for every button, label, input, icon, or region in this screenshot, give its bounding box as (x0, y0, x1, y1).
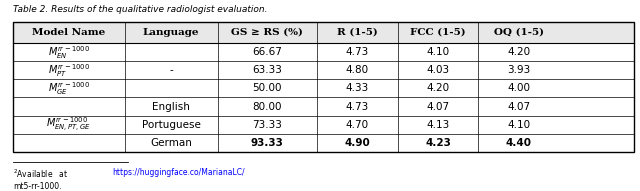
Text: 50.00: 50.00 (253, 83, 282, 93)
Text: 4.90: 4.90 (344, 138, 370, 148)
Text: 4.73: 4.73 (346, 47, 369, 57)
Text: 4.00: 4.00 (508, 83, 531, 93)
Text: 4.03: 4.03 (426, 65, 450, 75)
Text: OQ (1-5): OQ (1-5) (493, 28, 544, 37)
Text: R (1-5): R (1-5) (337, 28, 378, 37)
Text: 4.20: 4.20 (426, 83, 450, 93)
Text: 3.93: 3.93 (507, 65, 531, 75)
Text: 4.10: 4.10 (507, 120, 531, 129)
Text: $M_{EN}^{rr-1000}$: $M_{EN}^{rr-1000}$ (47, 44, 90, 61)
Text: $^2$Available   at: $^2$Available at (13, 168, 73, 180)
Text: 80.00: 80.00 (253, 101, 282, 112)
Text: 4.33: 4.33 (346, 83, 369, 93)
Text: $M_{PT}^{rr-1000}$: $M_{PT}^{rr-1000}$ (47, 62, 90, 79)
Text: 93.33: 93.33 (251, 138, 284, 148)
Text: Language: Language (143, 28, 199, 37)
Text: GS ≥ RS (%): GS ≥ RS (%) (232, 28, 303, 37)
Text: $M_{GE}^{rr-1000}$: $M_{GE}^{rr-1000}$ (47, 80, 90, 97)
Text: 4.40: 4.40 (506, 138, 532, 148)
Text: 73.33: 73.33 (252, 120, 282, 129)
Text: 4.73: 4.73 (346, 101, 369, 112)
Text: 4.13: 4.13 (426, 120, 450, 129)
Text: https://huggingface.co/MarianaLC/: https://huggingface.co/MarianaLC/ (112, 168, 244, 177)
Text: 66.67: 66.67 (252, 47, 282, 57)
Text: 4.23: 4.23 (425, 138, 451, 148)
Text: Model Name: Model Name (32, 28, 106, 37)
Text: 4.07: 4.07 (426, 101, 450, 112)
Text: Table 2. Results of the qualitative radiologist evaluation.: Table 2. Results of the qualitative radi… (13, 5, 268, 14)
Text: 63.33: 63.33 (252, 65, 282, 75)
Text: English: English (152, 101, 190, 112)
Text: FCC (1-5): FCC (1-5) (410, 28, 466, 37)
Text: 4.10: 4.10 (426, 47, 450, 57)
Text: -: - (169, 65, 173, 75)
Text: 4.70: 4.70 (346, 120, 369, 129)
Text: 4.07: 4.07 (507, 101, 531, 112)
Text: mt5-rr-1000.: mt5-rr-1000. (13, 182, 61, 191)
Bar (13, 22, 634, 43)
Text: Portuguese: Portuguese (141, 120, 200, 129)
Text: 4.20: 4.20 (507, 47, 531, 57)
Text: German: German (150, 138, 192, 148)
Bar (13, 22, 634, 152)
Text: 4.80: 4.80 (346, 65, 369, 75)
Text: $M_{EN,PT,GE}^{rr-1000}$: $M_{EN,PT,GE}^{rr-1000}$ (46, 116, 91, 134)
